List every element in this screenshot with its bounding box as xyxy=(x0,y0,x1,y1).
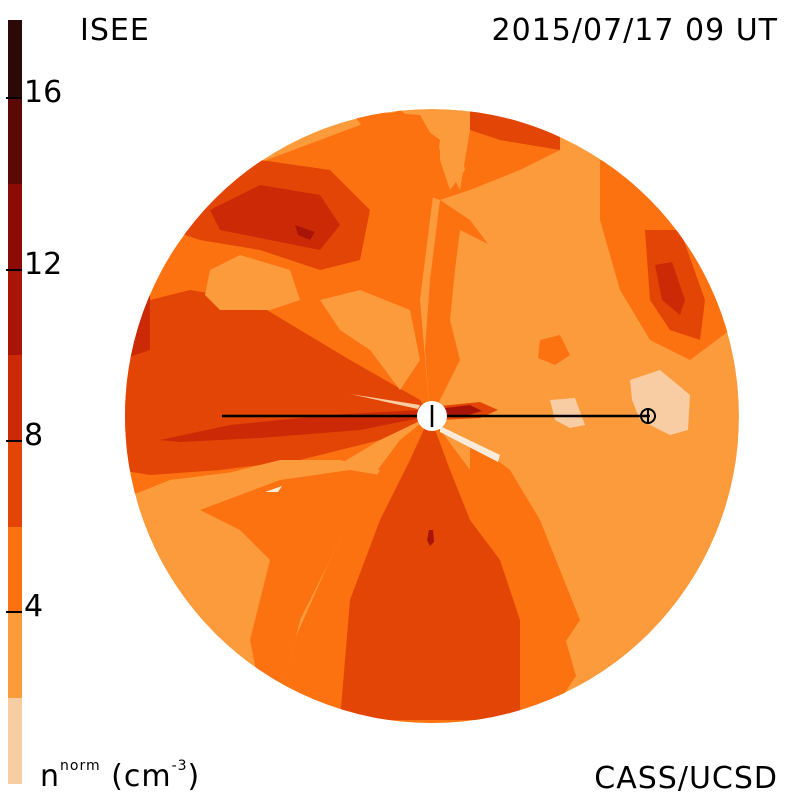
unit-open: (cm xyxy=(111,759,172,794)
unit-symbol: n xyxy=(40,759,61,794)
contour-right-pale-1 xyxy=(630,370,690,435)
contour-right-small xyxy=(538,335,570,365)
unit-superscript: norm xyxy=(60,758,101,774)
colorbar-level-8 xyxy=(8,20,22,98)
credit-label: CASS/UCSD xyxy=(594,761,778,796)
colorbar-tick-label-12: 12 xyxy=(24,247,62,282)
contour-right-lower-band xyxy=(470,440,580,650)
contour-upper-left-peak xyxy=(295,225,315,240)
contour-center-streak-core xyxy=(445,405,482,416)
contour-light-streak-2 xyxy=(350,394,420,409)
contour-bottom-left-band xyxy=(200,470,380,700)
sun-marker xyxy=(417,401,447,431)
contour-right-blob-core xyxy=(655,262,685,315)
contour-right-pale-2 xyxy=(550,398,585,428)
contour-pale-patch-2 xyxy=(320,290,420,390)
colorbar-level-3 xyxy=(8,441,22,527)
earth-marker xyxy=(640,408,656,424)
contour-left-streak xyxy=(160,410,430,442)
colorbar-level-6 xyxy=(8,184,22,270)
contour-bottom-wedge-core xyxy=(340,416,520,720)
colorbar-level-4 xyxy=(8,355,22,441)
colorbar xyxy=(8,20,22,784)
unit-close: ) xyxy=(187,759,201,794)
colorbar-tick-label-8: 8 xyxy=(24,418,43,453)
colorbar-level-1 xyxy=(8,612,22,698)
contour-bottom-peak xyxy=(427,530,434,546)
colorbar-level-7 xyxy=(8,98,22,184)
timestamp-label: 2015/07/17 09 UT xyxy=(491,13,778,48)
contour-light-streak-3 xyxy=(265,486,282,492)
contour-center-band-pale xyxy=(450,230,520,360)
colorbar-level-0 xyxy=(8,698,22,784)
contour-light-streak-1 xyxy=(440,426,500,462)
colorbar-level-5 xyxy=(8,270,22,355)
model-label: ISEE xyxy=(80,13,150,48)
colorbar-level-2 xyxy=(8,527,22,612)
unit-exponent: -3 xyxy=(171,758,188,774)
contour-top-lobe-pale xyxy=(440,125,465,190)
colorbar-tick-label-4: 4 xyxy=(24,589,43,624)
colorbar-ticks: 16 12 8 4 xyxy=(6,75,62,624)
contour-left-edge xyxy=(125,290,150,360)
unit-label: nnorm (cm-3) xyxy=(40,759,201,794)
colorbar-tick-label-16: 16 xyxy=(24,75,62,110)
contour-pale-patch-1 xyxy=(205,255,300,310)
